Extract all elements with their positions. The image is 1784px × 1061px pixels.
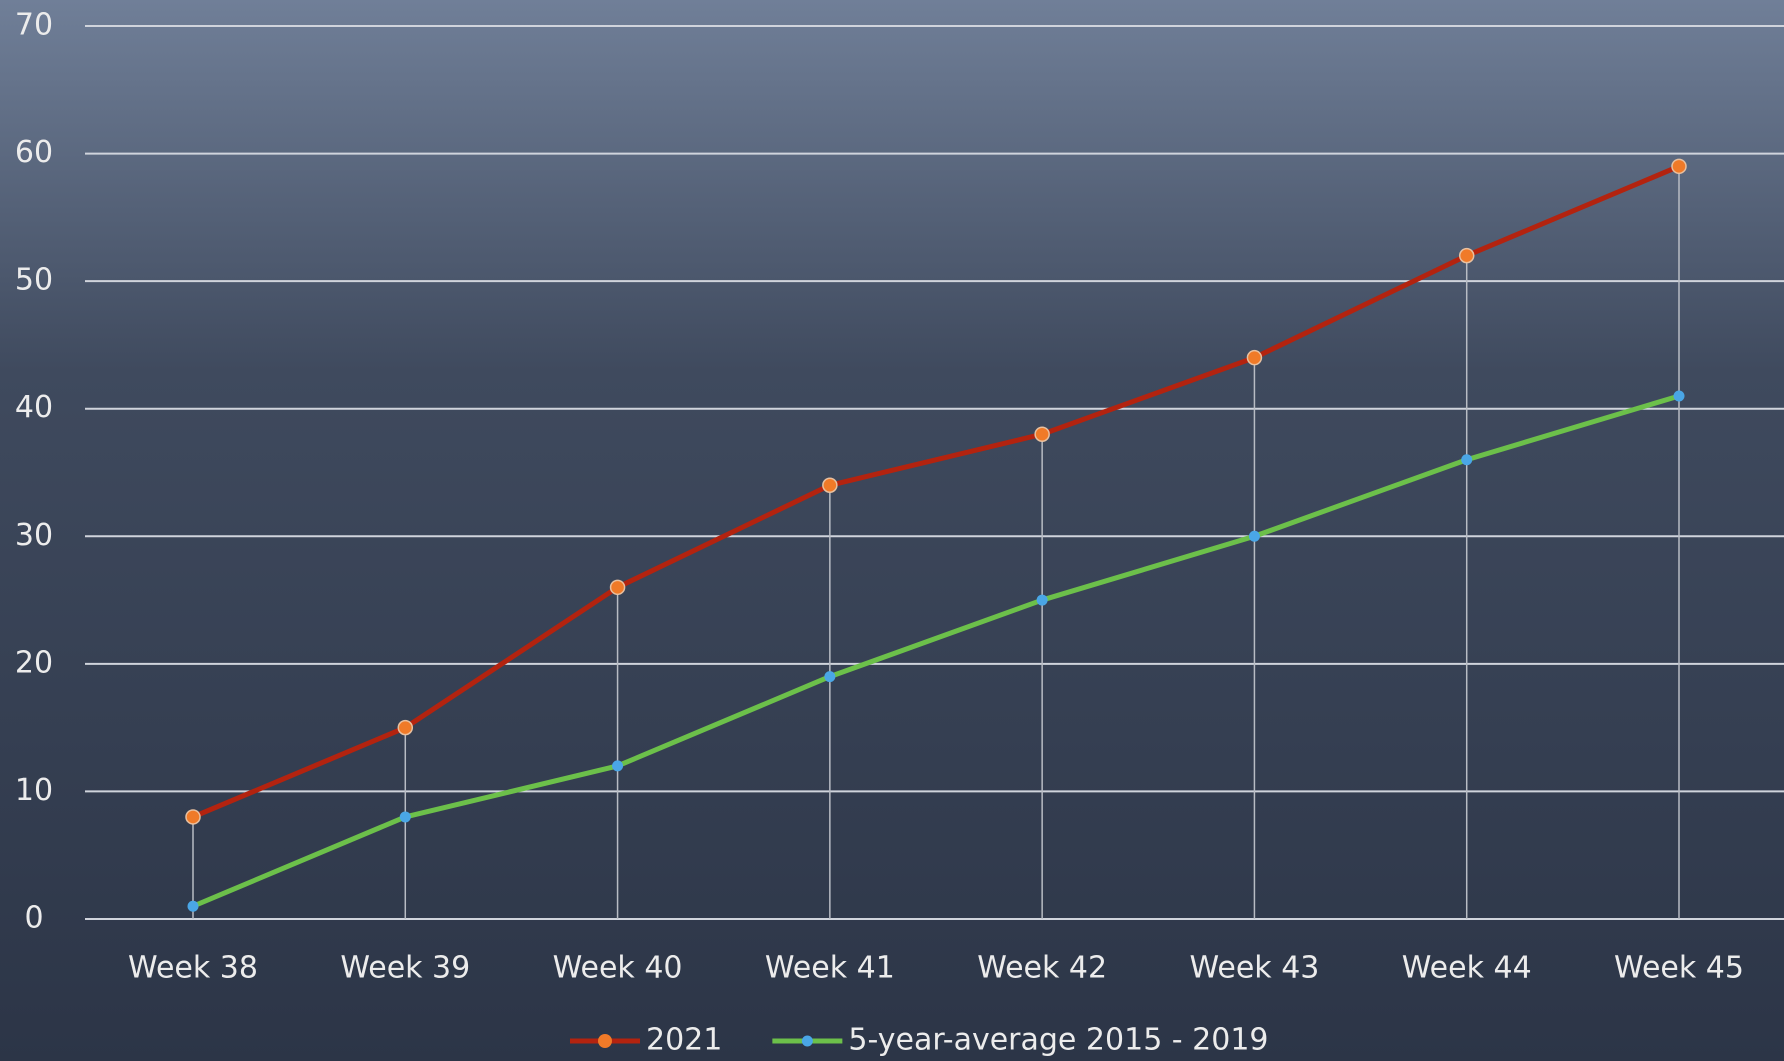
legend-marker: [598, 1034, 612, 1048]
data-point: [1034, 426, 1050, 442]
y-tick-label: 60: [15, 135, 53, 170]
data-point: [1673, 390, 1685, 402]
data-point: [1671, 158, 1687, 175]
data-point: [185, 809, 201, 825]
data-point: [1246, 349, 1263, 366]
x-tick-label: Week 39: [340, 951, 470, 986]
y-tick-label: 30: [15, 518, 53, 553]
data-point: [609, 579, 626, 596]
x-tick-label: Week 45: [1614, 951, 1744, 986]
data-point: [1458, 247, 1475, 264]
legend-label: 5-year-average 2015 - 2019: [848, 1023, 1268, 1058]
y-tick-label: 50: [15, 263, 53, 298]
legend-marker: [801, 1035, 813, 1047]
data-point: [612, 760, 624, 772]
x-tick-label: Week 40: [553, 951, 683, 986]
data-point: [824, 671, 836, 683]
data-point: [399, 811, 411, 823]
y-tick-label: 70: [15, 8, 53, 43]
data-point: [1461, 454, 1473, 466]
data-point: [1036, 594, 1048, 606]
y-tick-label: 0: [24, 901, 43, 936]
y-tick-label: 10: [15, 773, 53, 808]
x-tick-label: Week 43: [1189, 951, 1319, 986]
data-point: [1248, 530, 1260, 542]
data-point: [187, 900, 199, 912]
x-tick-label: Week 44: [1402, 951, 1532, 986]
data-point: [822, 477, 838, 494]
legend-label: 2021: [646, 1023, 722, 1058]
series-line: [192, 164, 1680, 820]
y-tick-label: 20: [15, 645, 53, 680]
data-point: [397, 719, 414, 736]
series-line: [192, 393, 1680, 909]
x-tick-label: Week 38: [128, 951, 258, 986]
x-tick-label: Week 41: [765, 951, 895, 986]
y-tick-label: 40: [15, 390, 53, 425]
x-tick-label: Week 42: [977, 951, 1107, 986]
